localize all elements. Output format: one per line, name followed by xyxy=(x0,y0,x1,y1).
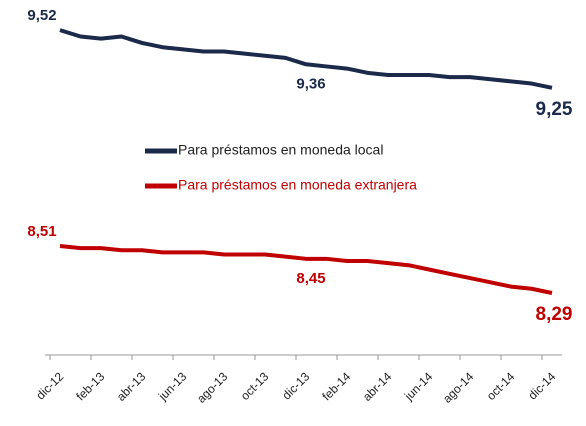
legend-label: Para préstamos en moneda extranjera xyxy=(178,177,417,193)
line-series xyxy=(59,243,553,295)
x-tick-label: jun-14 xyxy=(401,369,435,403)
data-label: 8,29 xyxy=(536,304,573,325)
x-tick-label: abr-14 xyxy=(360,369,395,404)
x-tick-label: abr-13 xyxy=(114,369,149,404)
data-label: 8,51 xyxy=(27,223,56,240)
x-tick-label: feb-13 xyxy=(73,369,107,403)
line-series xyxy=(59,28,553,90)
data-label: 9,25 xyxy=(536,99,573,120)
x-tick-label: dic-12 xyxy=(33,369,66,402)
x-tick-label: oct-13 xyxy=(238,369,272,403)
x-tick-label: feb-14 xyxy=(319,369,353,403)
x-tick-label: oct-14 xyxy=(484,369,518,403)
legend-label: Para préstamos en moneda local xyxy=(178,142,383,158)
data-label: 9,36 xyxy=(296,75,325,92)
data-label: 8,45 xyxy=(296,270,325,287)
x-tick-label: ago-13 xyxy=(194,369,231,406)
x-tick-label: jun-13 xyxy=(155,369,189,403)
x-tick-label: dic-14 xyxy=(525,369,558,402)
x-tick-label: ago-14 xyxy=(440,369,477,406)
data-label: 9,52 xyxy=(27,7,56,24)
x-tick-label: dic-13 xyxy=(279,369,312,402)
